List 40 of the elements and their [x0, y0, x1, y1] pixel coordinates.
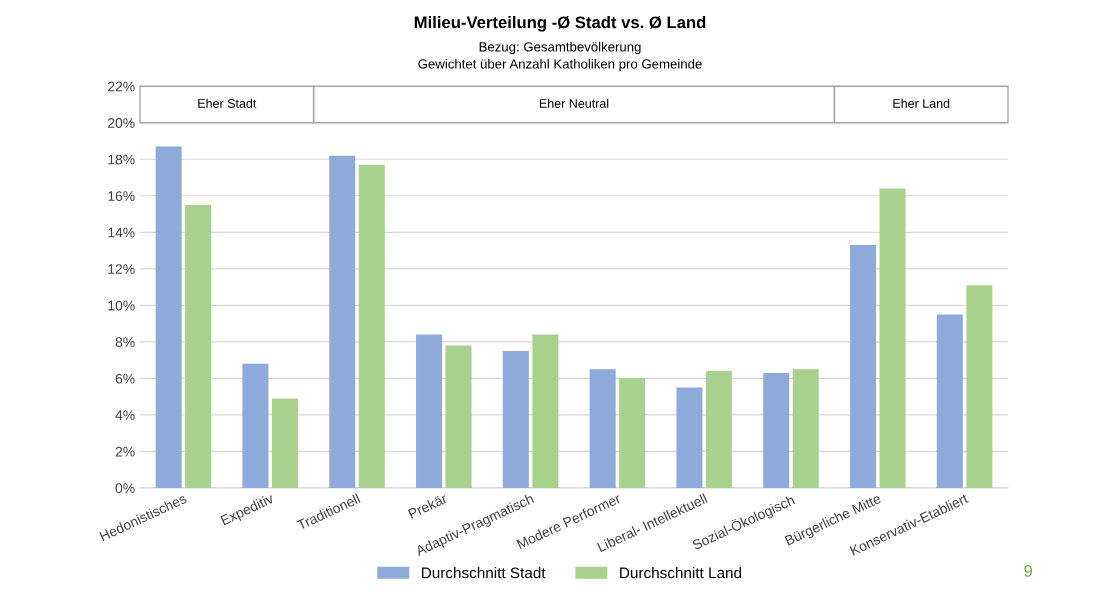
y-tick-label: 10% — [108, 300, 135, 311]
bar — [619, 378, 646, 488]
y-tick-label: 8% — [115, 337, 135, 348]
y-tick-label: 16% — [108, 191, 135, 201]
bar — [966, 285, 993, 488]
y-tick-label: 4% — [115, 410, 135, 420]
annotation: Eher Neutral — [539, 98, 609, 108]
y-tick-label: 12% — [108, 264, 135, 274]
bar — [445, 345, 472, 488]
y-tick-label: 22% — [108, 81, 135, 92]
bar — [416, 334, 443, 488]
y-tick-label: 6% — [115, 373, 135, 384]
chart-title: Milieu-Verteilung -Ø Stadt vs. Ø Land — [414, 16, 706, 32]
bar — [763, 372, 790, 488]
bar — [155, 146, 182, 488]
bar — [879, 188, 906, 488]
y-tick-label: 20% — [108, 118, 135, 128]
annotation: Eher Stadt — [198, 98, 257, 108]
bar — [271, 398, 298, 488]
bar — [589, 369, 616, 488]
bar — [242, 363, 269, 488]
text: 9 — [1024, 565, 1033, 577]
bar — [502, 350, 529, 488]
y-tick-label: 18% — [108, 154, 135, 165]
bar — [358, 164, 385, 488]
bar — [705, 371, 732, 488]
y-tick-label: 2% — [115, 446, 135, 457]
bar — [185, 204, 212, 488]
bar — [936, 314, 963, 488]
bar — [532, 334, 559, 488]
bar — [329, 155, 356, 488]
bar — [850, 245, 877, 488]
annotation: Eher Land — [893, 98, 950, 108]
legend-label: Durchschnitt Stadt — [422, 567, 546, 579]
y-tick-label: 14% — [108, 227, 135, 238]
chart-subtitle: Bezug: Gesamtbevölkerung Gewichtet über Anzahl Katholiken pro Gemeinde — [418, 41, 702, 72]
y-tick-label: 0% — [115, 483, 135, 494]
legend-label: Durchschnitt Land — [620, 567, 742, 579]
bar — [676, 387, 703, 488]
bar — [792, 369, 819, 488]
